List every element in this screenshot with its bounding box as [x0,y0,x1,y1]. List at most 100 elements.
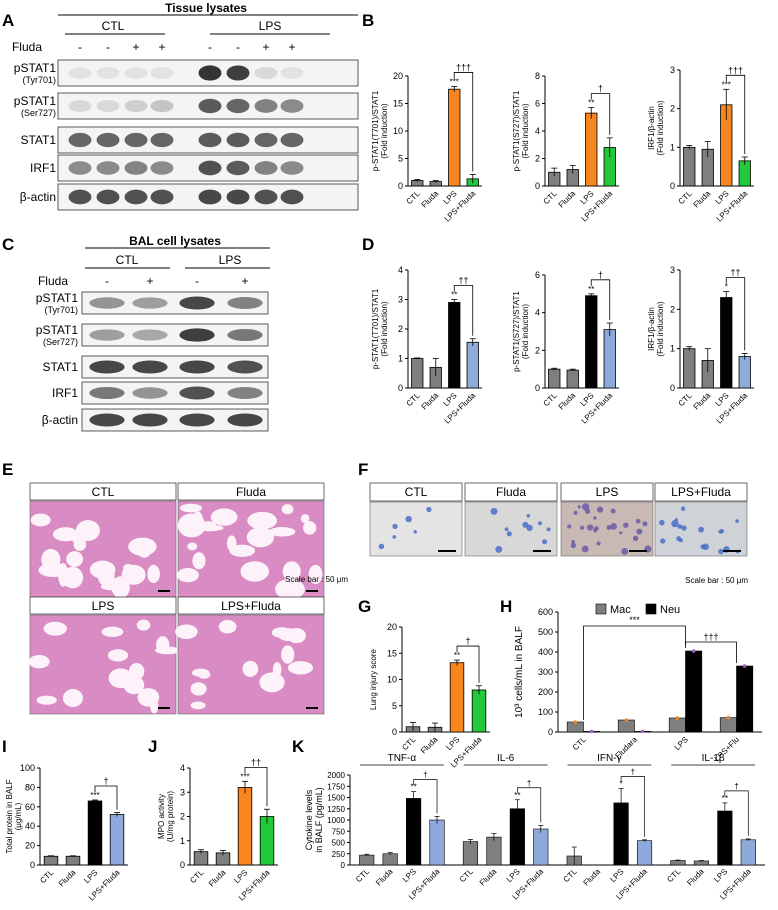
x-tick-label: LPS [232,868,249,885]
cytology-cell [623,522,629,528]
comparison-bracket [724,790,749,836]
alveolus-space [128,537,157,556]
legend-swatch [595,603,607,615]
cytology-cell [587,524,594,531]
alveolus-space [101,626,124,638]
cytology-cell [570,542,577,549]
y-tick-label: 4 [535,308,540,318]
x-tick-label: CTL [571,735,588,752]
y-tick-label: 4 [398,265,403,275]
y-tick-label: 2 [535,154,540,164]
x-tick-label: LPS [401,867,418,884]
x-tick-label: CTL [665,867,682,884]
cytology-cell [546,527,551,532]
y-tick-label: 0 [392,727,397,737]
cytology-cell [677,524,683,529]
alveolus-space [300,513,310,524]
blot-band [89,386,125,400]
data-point [640,729,645,734]
y-tick-label: 5 [398,154,403,164]
blot-band [89,297,125,309]
y-tick-label: 1 [180,836,185,846]
blot-row-sublabel: (Ser727) [21,108,56,118]
alveolus-space [210,508,238,526]
y-tick-label: 1000 [327,816,345,825]
y-tick-label: 1 [670,344,675,354]
blot-band [124,132,148,148]
legend-swatch [645,603,657,615]
bar [466,341,479,389]
y-tick-label: 0 [535,383,540,393]
cytology-cell [678,538,683,543]
blot-band [198,98,222,114]
cytology-cell [718,548,724,555]
bar [448,302,461,389]
histology-label: LPS [92,599,115,613]
bracket-symbol: † [598,84,603,94]
significance-mark: * [620,780,623,789]
cytology-label: Fluda [496,485,526,499]
alveolus-space [43,621,67,636]
panel-label-f: F [358,460,368,479]
legend-label: Mac [610,604,631,616]
blot-c-fluda-label: Fluda [38,274,68,288]
blot-row-label: β-actin [42,413,78,427]
blot-band [68,132,92,148]
cytology-label-box [560,482,654,502]
bracket-symbol: †† [730,268,740,278]
cytology-cell [392,523,398,530]
alveolus-space [36,695,57,705]
y-axis-label: p-STAT1(T701)/STAT1 [371,288,380,369]
y-tick-label: 100 [538,707,553,717]
significance-mark: *** [722,80,731,89]
y-tick-label: 15 [393,99,403,109]
cytology-cell [642,521,648,527]
bar [359,854,375,866]
fluda-sign: + [158,40,165,54]
y-tick-label: 6 [535,99,540,109]
y-axis-label-2: (μg/mL) [14,802,23,830]
y-tick-label: 750 [332,827,346,836]
cytology-label-box [464,482,558,502]
y-axis-label: p-STAT1(S727)/STAT1 [512,291,521,372]
blot-band [96,67,120,79]
cytology-cell [506,531,512,537]
y-tick-label: 0 [30,860,35,870]
alveolus-space [287,628,306,644]
cytology-cell [577,505,581,509]
y-tick-label: 6 [535,270,540,280]
chart-b1: 0 5 10 15 20 p-STAT1(T701)/STAT1 (Fold inducti… [371,62,482,224]
alveolus-space [58,563,69,587]
bar [411,358,424,389]
blot-a-group-lps: LPS [259,19,282,33]
blot-row-label: pSTAT1 [36,291,79,305]
blot-band [96,161,120,175]
alveolus-space [282,561,301,582]
panel-label-e: E [2,460,13,479]
fluda-sign: + [132,40,139,54]
comparison-bracket [590,93,611,135]
cytology-scale-text: Scale bar : 50 μm [685,576,748,585]
cytology-cell [504,527,509,532]
histology-label-box [29,482,177,501]
cytology-cell [635,518,641,524]
cytology-cell [681,525,687,531]
cytology-cell [636,528,643,535]
bracket-symbol: † [598,270,603,280]
cytokine-group-label: IL-6 [497,753,515,764]
fluda-sign: + [146,274,153,288]
cytology-label: LPS [596,485,619,499]
bar [109,814,125,866]
y-tick-label: 1500 [327,794,345,803]
y-axis-label-2: (Fold induction) [521,103,530,158]
alveolus-space [268,526,296,537]
cytology-cell [621,547,629,555]
x-tick-label: Fluda [419,735,440,756]
bar [683,146,696,187]
bar [683,348,696,389]
blot-band [150,132,174,148]
x-tick-label: Fluda [374,867,395,888]
blot-band [124,189,148,205]
x-tick-label: CTL [458,867,475,884]
y-tick-label: 3 [670,265,675,275]
